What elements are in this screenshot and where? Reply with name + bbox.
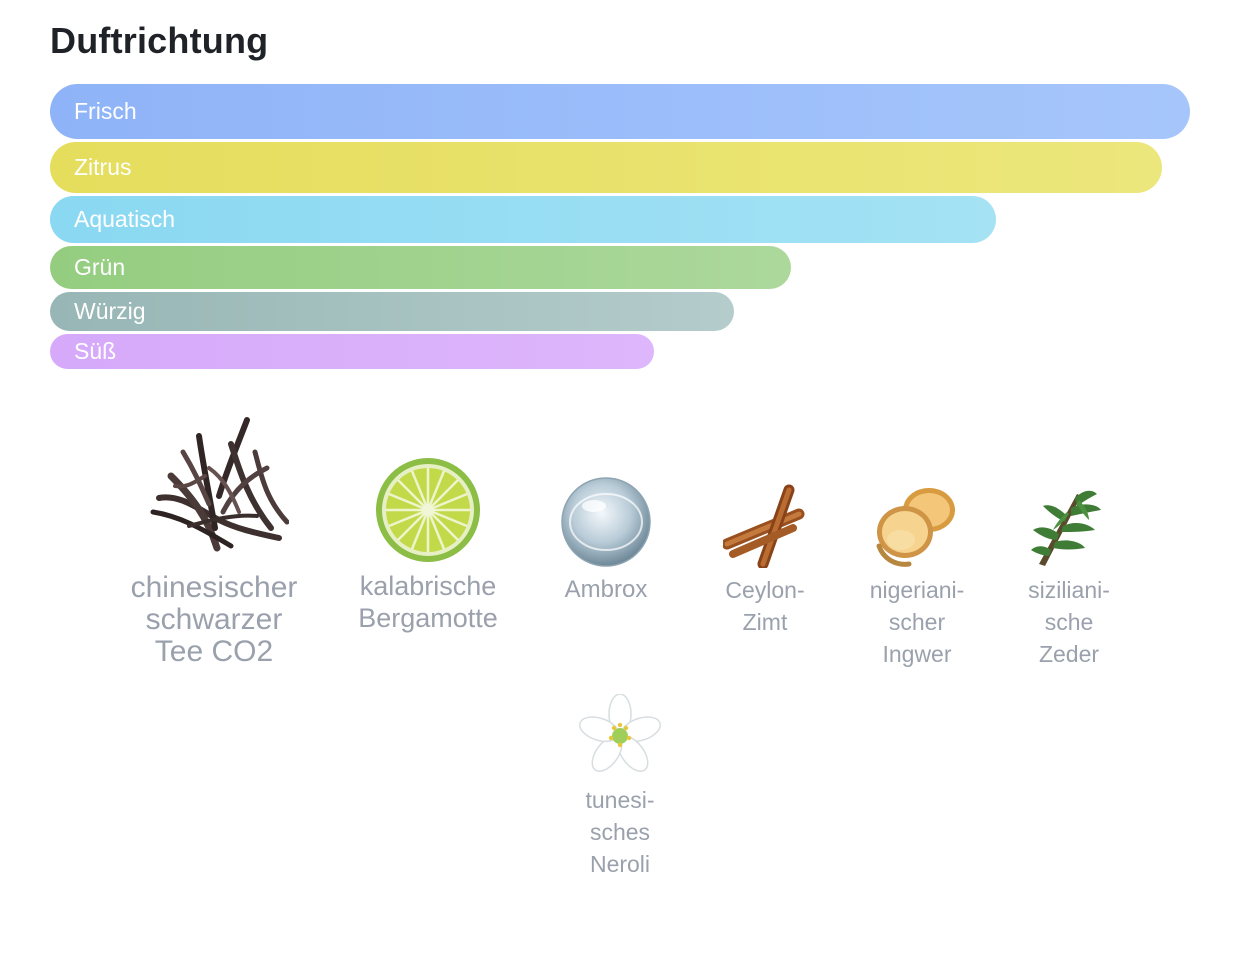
scent-bar-label: Würzig [74, 298, 146, 324]
scent-bar-label: Aquatisch [74, 206, 176, 232]
ginger-root-icon [876, 488, 955, 567]
ingredient-label: Ambrox [564, 576, 648, 603]
scent-bar-label: Frisch [74, 98, 137, 124]
ingredient-bergamot: kalabrische Bergamotte [328, 456, 528, 634]
ingredient-label: siziliani- sche Zeder [1028, 577, 1110, 667]
scent-bar-zitrus: Zitrus [50, 142, 1162, 193]
ingredient-label: Ceylon- Zimt [725, 577, 805, 635]
ingredient-neroli: tunesi- sches Neroli [520, 694, 720, 880]
ingredient-tea: chinesischer schwarzer Tee CO2 [114, 416, 314, 668]
scent-bar-wuerzig: Würzig [50, 292, 734, 331]
neroli-flower-icon [579, 694, 661, 772]
black-tea-leaves-icon [150, 417, 289, 552]
scent-bar-suess: Süß [50, 334, 654, 369]
ambrox-drop-icon [561, 477, 651, 567]
section-title: Duftrichtung [50, 20, 269, 61]
ingredient-label: tunesi- sches Neroli [585, 787, 655, 877]
bergamot-slice-icon [376, 458, 480, 562]
ingredient-ambrox: Ambrox [506, 476, 706, 606]
scent-bar-aquatisch: Aquatisch [50, 196, 996, 243]
ingredient-label: chinesischer schwarzer Tee CO2 [130, 571, 298, 668]
ingredient-ginger: nigeriani- scher Ingwer [817, 484, 1017, 670]
scent-bar-label: Zitrus [74, 154, 132, 180]
scent-bar-gruen: Grün [50, 246, 791, 289]
cedar-branch-icon [1031, 490, 1101, 566]
scent-bar-label: Süß [74, 338, 117, 364]
scent-bar-frisch: Frisch [50, 84, 1190, 139]
ingredient-label: kalabrische Bergamotte [358, 571, 498, 633]
cinnamon-sticks-icon [723, 484, 805, 568]
ingredient-cinnamon: Ceylon- Zimt [665, 484, 865, 638]
scent-bar-label: Grün [74, 254, 126, 280]
ingredient-label: nigeriani- scher Ingwer [869, 577, 965, 667]
ingredient-cedar: siziliani- sche Zeder [969, 484, 1169, 670]
